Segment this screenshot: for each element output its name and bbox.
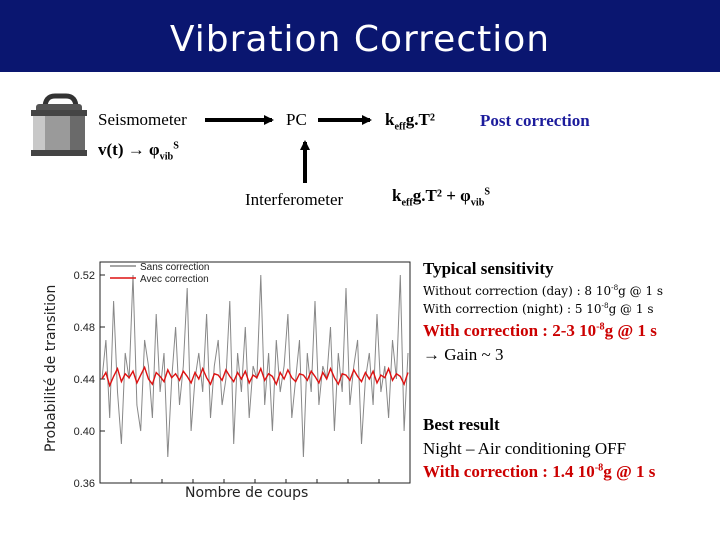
y-tick-label: 0.44 bbox=[74, 374, 95, 386]
chart-xlabel: Nombre de coups bbox=[185, 485, 309, 501]
y-tick-label: 0.36 bbox=[74, 478, 95, 490]
y-tick-label: 0.40 bbox=[74, 426, 95, 438]
sensitivity-line-correction: With correction : 2-3 10-8g @ 1 s bbox=[423, 321, 657, 340]
best-result-correction: With correction : 1.4 10-8g @ 1 s bbox=[423, 462, 656, 481]
gain-label: → Gain ~ 3 bbox=[423, 345, 504, 364]
y-tick-label: 0.48 bbox=[74, 322, 95, 334]
seismometer-icon bbox=[31, 93, 87, 156]
best-result-conditions: Night – Air conditioning OFF bbox=[423, 439, 627, 458]
post-correction-label: Post correction bbox=[480, 111, 590, 130]
chart-ylabel: Probabilité de transition bbox=[43, 284, 59, 452]
y-tick-label: 0.52 bbox=[74, 270, 95, 282]
keff-gT2-plus-phi-label: keffg.T² + φvibS bbox=[392, 186, 491, 209]
sensitivity-heading: Typical sensitivity bbox=[423, 259, 554, 278]
sensitivity-line-night: With correction (night) : 5 10-8g @ 1 s bbox=[423, 301, 654, 316]
v-to-phi-label: v(t) → φvibS bbox=[98, 140, 179, 163]
series-line-sans-correction bbox=[101, 274, 409, 458]
legend-label: Sans correction bbox=[140, 262, 209, 273]
title-bar: Vibration Correction bbox=[0, 0, 720, 72]
seismometer-label: Seismometer bbox=[98, 110, 187, 129]
legend-label: Avec correction bbox=[140, 274, 209, 285]
series-line-avec-correction bbox=[101, 365, 409, 388]
keff-gT2-label: keffg.T² bbox=[385, 110, 435, 133]
slide-title: Vibration Correction bbox=[169, 19, 551, 60]
sensitivity-line-day: Without correction (day) : 8 10-8g @ 1 s bbox=[423, 283, 664, 298]
best-result-heading: Best result bbox=[423, 415, 500, 434]
pc-label: PC bbox=[286, 110, 307, 129]
interferometer-label: Interferometer bbox=[245, 190, 344, 209]
